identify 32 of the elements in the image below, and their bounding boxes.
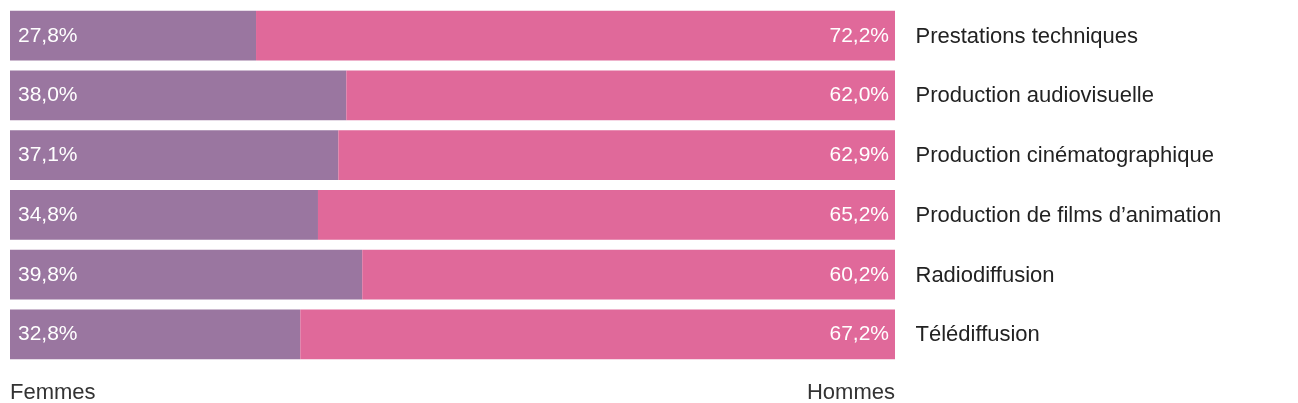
bar bbox=[10, 309, 301, 360]
data-label: 60,2% bbox=[829, 261, 889, 285]
data-label: 62,0% bbox=[829, 82, 889, 106]
data-label: 67,2% bbox=[829, 321, 889, 345]
bar bbox=[10, 10, 257, 61]
bar bbox=[10, 249, 363, 300]
bar bbox=[10, 70, 347, 121]
bar bbox=[317, 190, 895, 240]
bar bbox=[10, 190, 318, 240]
y-tick-label: Télédiffusion bbox=[915, 321, 1040, 347]
bar bbox=[256, 10, 895, 61]
data-label: 62,9% bbox=[829, 142, 889, 166]
data-label: 34,8% bbox=[18, 201, 78, 225]
data-label: 32,8% bbox=[18, 321, 78, 345]
bar bbox=[300, 309, 895, 360]
data-label: 72,2% bbox=[829, 22, 889, 46]
y-tick-label: Prestations techniques bbox=[915, 22, 1139, 48]
bar bbox=[362, 249, 895, 300]
y-tick-label: Radiodiffusion bbox=[915, 261, 1055, 287]
bar bbox=[10, 130, 339, 180]
bar bbox=[338, 130, 895, 180]
y-tick-label: Production audiovisuelle bbox=[915, 82, 1154, 108]
data-label: 38,0% bbox=[18, 82, 78, 106]
bar bbox=[346, 70, 895, 121]
data-label: 37,1% bbox=[18, 142, 78, 166]
series-label: Femmes bbox=[10, 379, 96, 403]
y-tick-label: Production de films d’animation bbox=[915, 201, 1222, 227]
data-label: 65,2% bbox=[829, 201, 889, 225]
series-label: Hommes bbox=[806, 379, 895, 403]
data-label: 27,8% bbox=[18, 22, 78, 46]
y-tick-label: Production cinématographique bbox=[915, 142, 1214, 168]
data-label: 39,8% bbox=[18, 261, 78, 285]
